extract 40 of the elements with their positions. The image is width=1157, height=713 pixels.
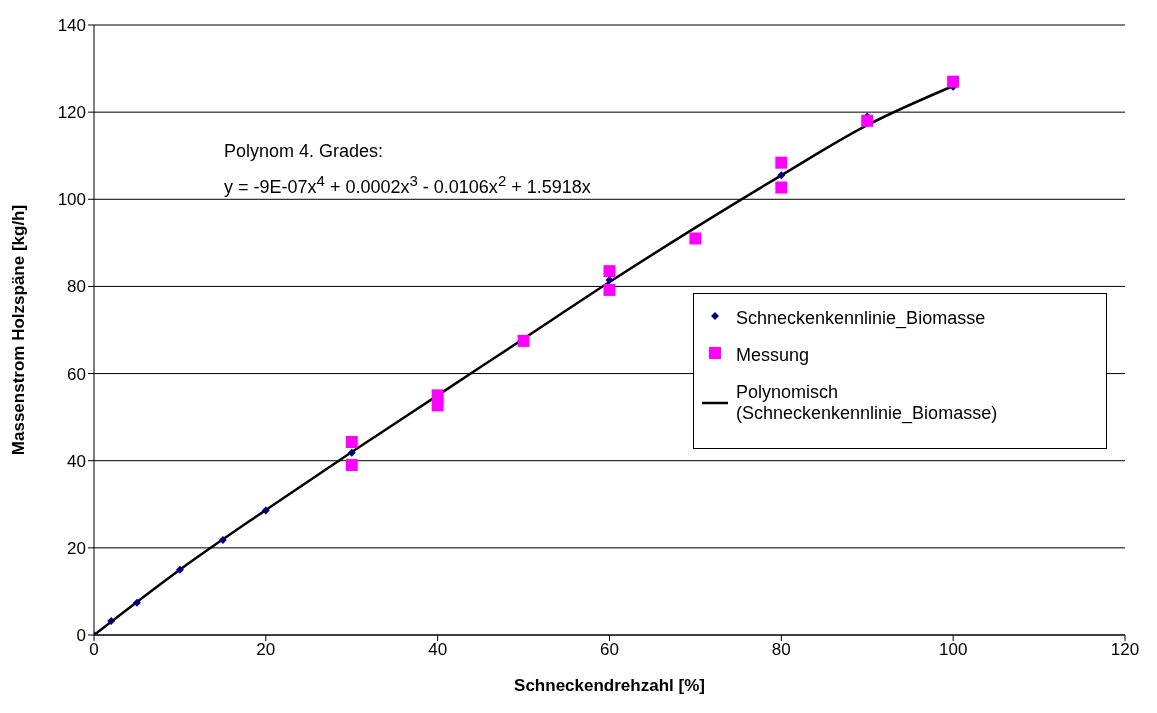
y-tick-label: 60 <box>67 364 86 384</box>
point <box>345 435 358 448</box>
point <box>132 598 141 607</box>
y-tick-label: 40 <box>67 451 86 471</box>
annotation: y = -9E-07x$^{4}$ + 0.0002x$^{3}$ - 0.0106x$^{2}$ + 1.5918x <box>224 171 591 199</box>
point <box>775 156 788 169</box>
point <box>347 448 356 457</box>
legend-label: Schneckenkennlinie_Biomasse <box>736 308 986 329</box>
legend-label: Messung <box>736 345 810 366</box>
point <box>431 399 444 412</box>
x-tick-label: 0 <box>89 640 99 660</box>
x-axis-title: Schneckendrehzahl [%] <box>514 676 705 695</box>
x-tick-label: 100 <box>938 640 968 660</box>
point <box>218 536 227 545</box>
y-tick-label: 80 <box>67 277 86 297</box>
x-tick-label: 60 <box>600 640 619 660</box>
y-tick-label: 100 <box>57 190 86 210</box>
point <box>517 334 530 347</box>
point <box>947 75 960 88</box>
x-tick-label: 40 <box>428 640 448 660</box>
point <box>861 114 874 127</box>
x-tick-label: 120 <box>1110 640 1140 660</box>
y-tick-label: 120 <box>57 103 86 123</box>
point <box>107 617 116 626</box>
point <box>345 459 358 472</box>
point <box>261 506 270 515</box>
y-tick-label: 0 <box>76 626 86 646</box>
point <box>777 171 786 180</box>
y-axis-title: Massenstrom Holzspäne [kg/h] <box>9 204 29 456</box>
point <box>775 181 788 194</box>
x-tick-label: 80 <box>771 640 791 660</box>
annotation: Polynom 4. Grades: <box>224 140 385 163</box>
y-tick-label: 140 <box>57 16 86 36</box>
x-tick-label: 20 <box>256 640 276 660</box>
y-tick-label: 20 <box>67 538 86 558</box>
point <box>175 565 184 574</box>
point <box>689 232 702 245</box>
point <box>603 265 616 278</box>
legend-label: Polynomisch (Schneckenkennlinie_Biomasse) <box>736 382 998 424</box>
point <box>603 283 616 296</box>
